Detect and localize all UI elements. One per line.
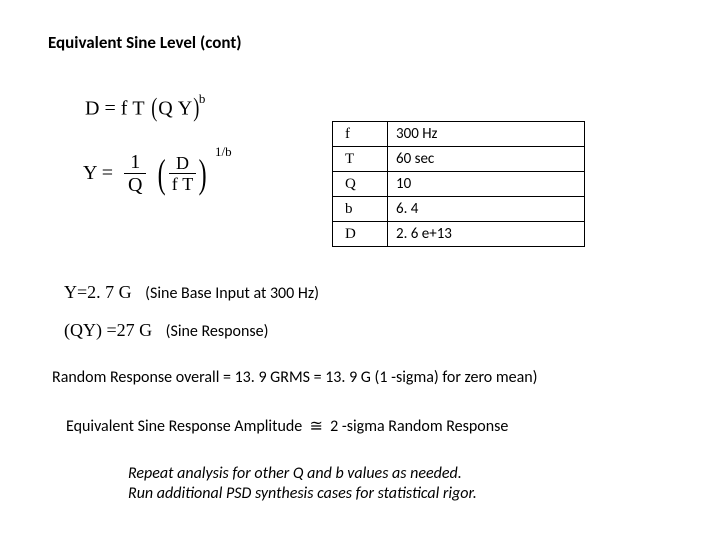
formula-amplitude: Y = 1 Q ( D f T ) 1/b [83, 152, 210, 195]
y-result-line: Y=2. 7 G (Sine Base Input at 300 Hz) [64, 282, 319, 303]
table-row: D2. 6 e+13 [333, 222, 585, 247]
table-row: Q10 [333, 172, 585, 197]
repeat-note: Repeat analysis for other Q and b values… [128, 464, 477, 504]
table-row: f300 Hz [333, 122, 585, 147]
page-title: Equivalent Sine Level (cont) [48, 32, 242, 53]
param-symbol: f [333, 122, 388, 147]
qy-value: (QY) =27 G [64, 320, 152, 340]
param-symbol: Q [333, 172, 388, 197]
qy-note: (Sine Response) [166, 322, 269, 341]
param-symbol: T [333, 147, 388, 172]
parameter-table: f300 HzT60 secQ10b6. 4D2. 6 e+13 [332, 121, 585, 247]
param-value: 10 [388, 172, 585, 197]
param-value: 2. 6 e+13 [388, 222, 585, 247]
equiv-right: 2 -sigma Random Response [330, 417, 508, 436]
table-row: T60 sec [333, 147, 585, 172]
formula-damage: D = f T (Q Y)b [85, 95, 207, 125]
param-symbol: D [333, 222, 388, 247]
equivalence-line: Equivalent Sine Response Amplitude ≅ 2 -… [66, 416, 508, 436]
equiv-left: Equivalent Sine Response Amplitude [66, 417, 302, 436]
param-value: 300 Hz [388, 122, 585, 147]
param-symbol: b [333, 197, 388, 222]
param-value: 6. 4 [388, 197, 585, 222]
table-row: b6. 4 [333, 197, 585, 222]
qy-result-line: (QY) =27 G (Sine Response) [64, 320, 268, 341]
random-response-line: Random Response overall = 13. 9 GRMS = 1… [52, 368, 538, 387]
repeat-line-1: Repeat analysis for other Q and b values… [128, 464, 462, 483]
y-value: Y=2. 7 G [64, 282, 132, 302]
param-value: 60 sec [388, 147, 585, 172]
approx-symbol: ≅ [309, 418, 322, 435]
repeat-line-2: Run additional PSD synthesis cases for s… [128, 484, 477, 503]
y-note: (Sine Base Input at 300 Hz) [145, 284, 319, 303]
